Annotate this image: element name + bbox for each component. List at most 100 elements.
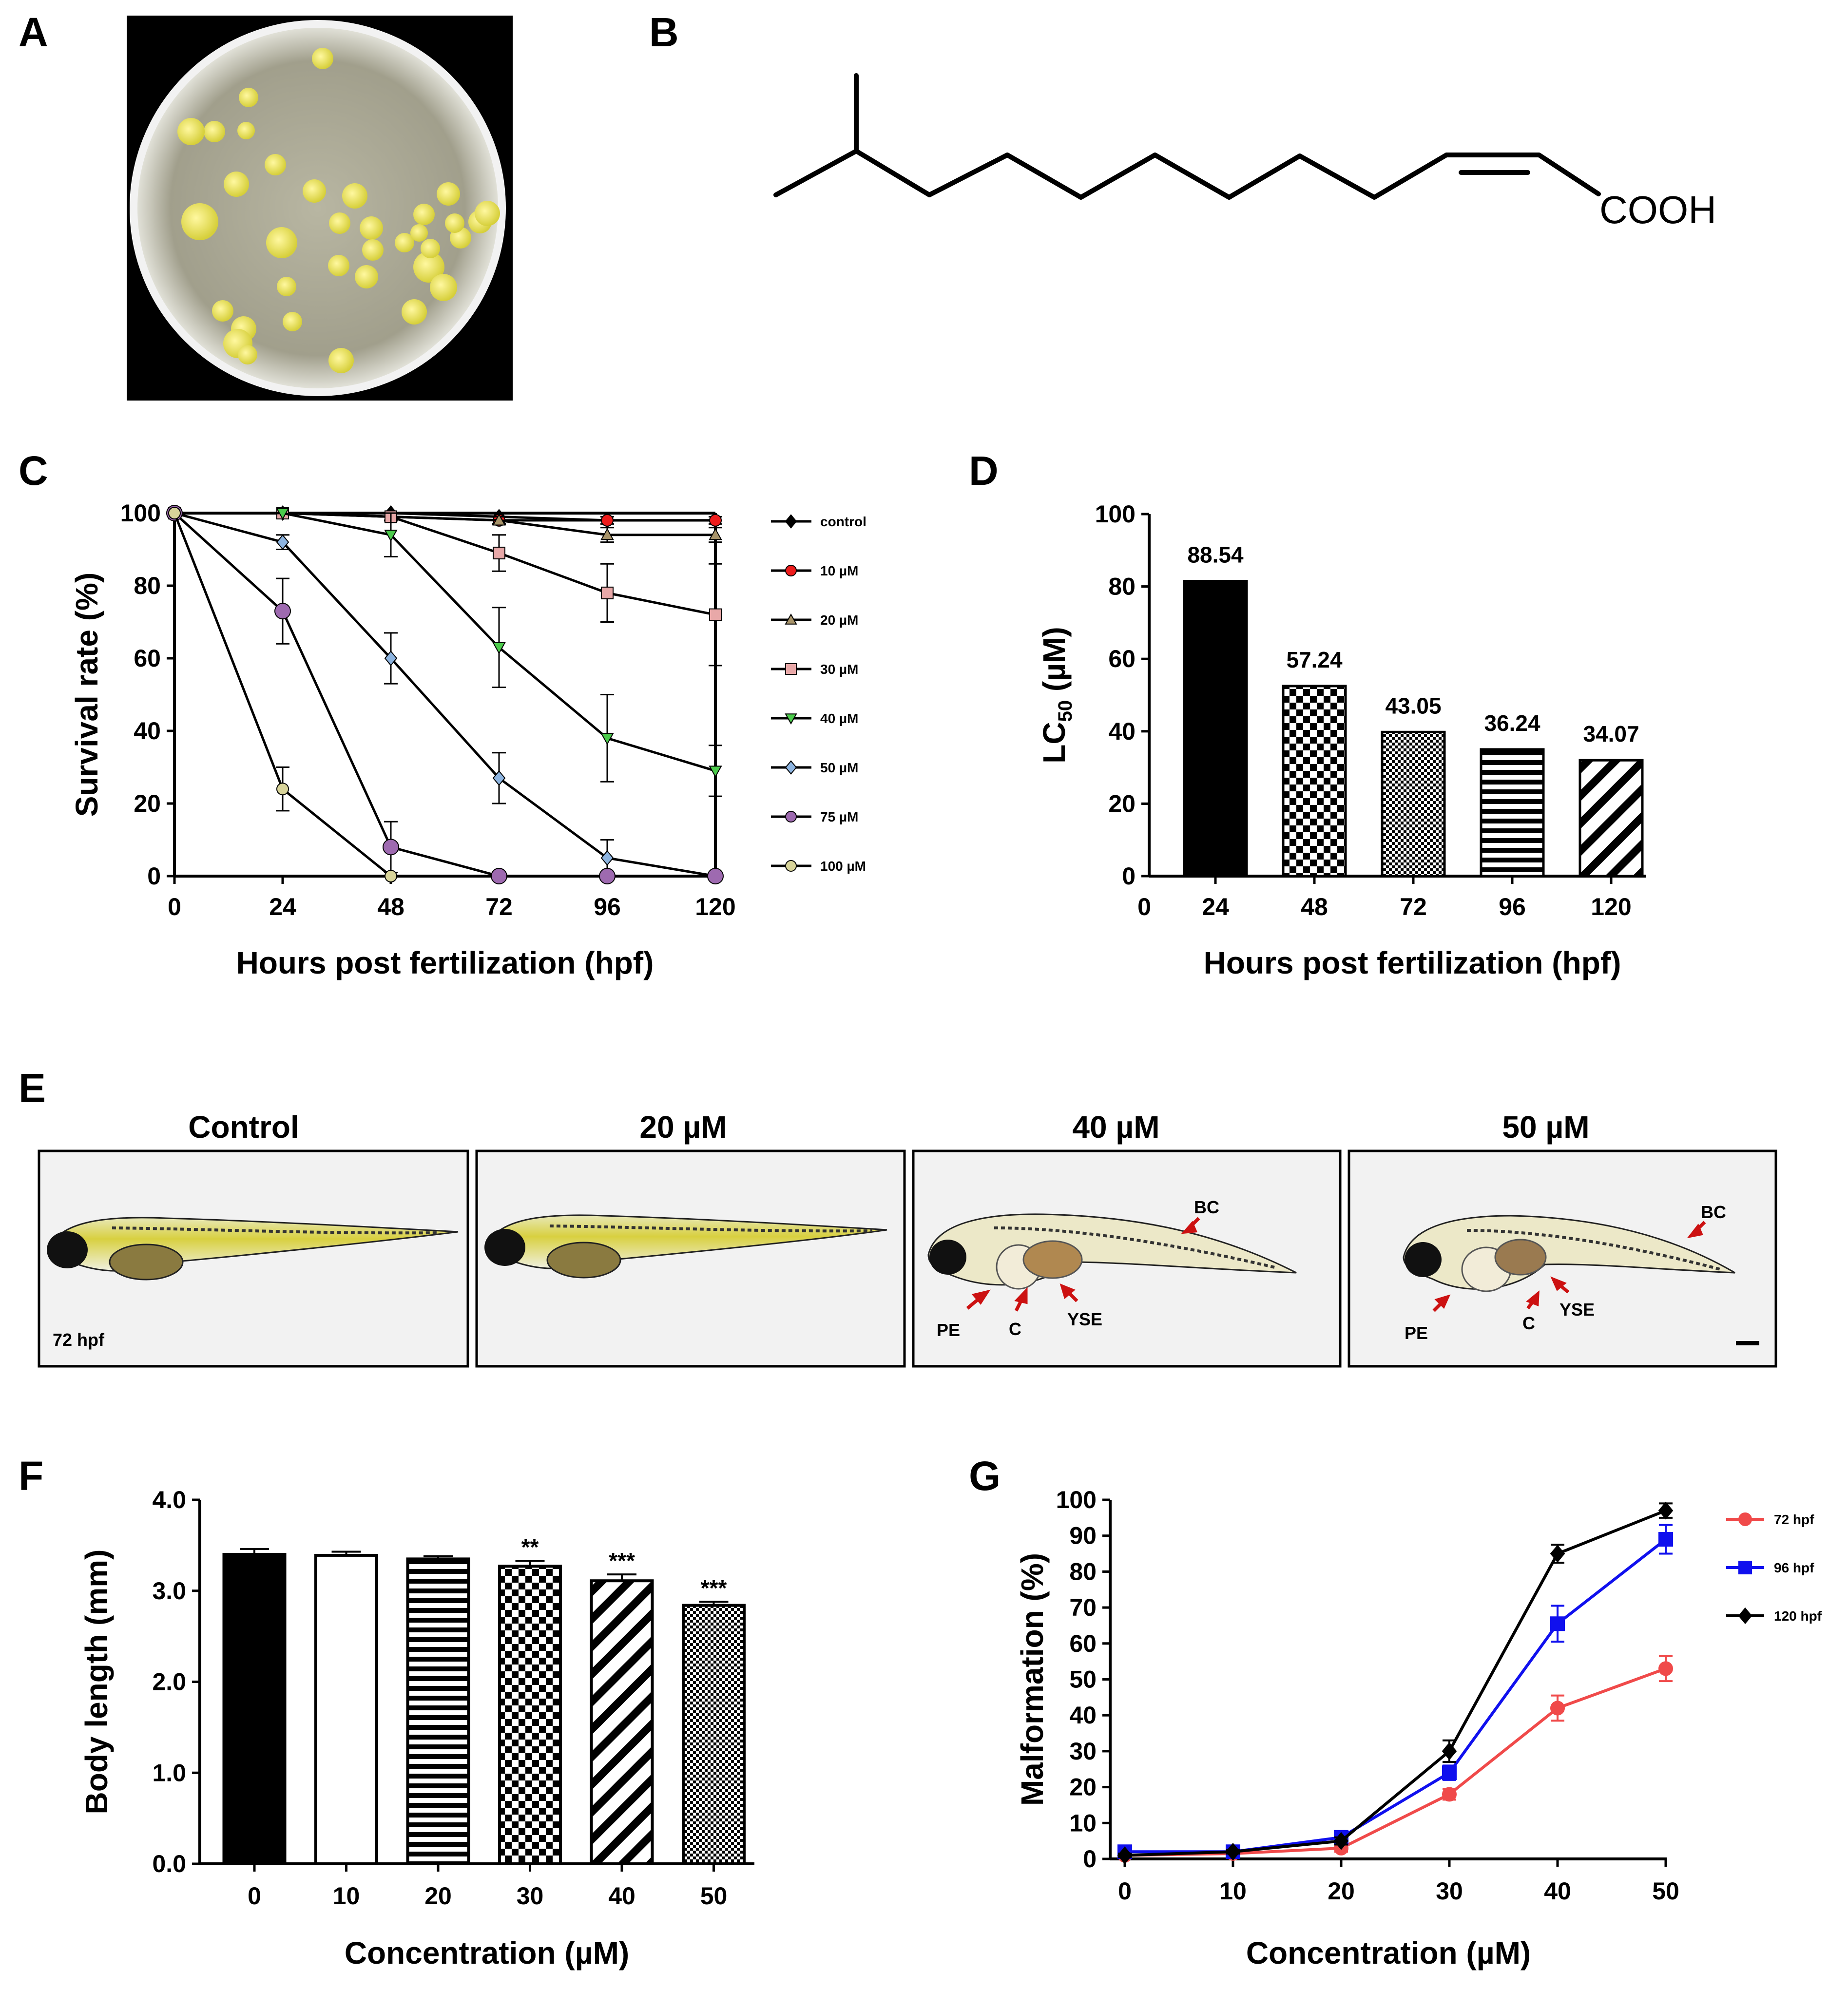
x-tick-label: 72 (485, 893, 513, 920)
colony (224, 172, 249, 197)
panel-b-letter: B (649, 9, 679, 55)
significance-label: *** (609, 1548, 635, 1573)
label-c-50: C (1522, 1313, 1535, 1333)
data-point (492, 770, 506, 786)
carbon-chain (773, 149, 1601, 200)
bar (590, 1579, 654, 1865)
colony (329, 212, 350, 234)
colony (238, 345, 257, 364)
x-tick-label: 10 (333, 1882, 360, 1910)
y-tick-label: 60 (1108, 645, 1136, 672)
lc50-chart: 0 20 40 60 80 100 0 88.54 24 57.24 48 43.05 72 36.24 9… (1037, 500, 1646, 980)
label-bc-40: BC (1194, 1197, 1219, 1217)
colony (265, 154, 286, 175)
x-tick-label: 120 (695, 893, 735, 920)
title-40um: 40 µM (1072, 1110, 1159, 1145)
series-line (174, 512, 715, 536)
y-tick-label: 0 (1083, 1845, 1097, 1873)
y-tick-label: 0.0 (152, 1850, 186, 1877)
y-tick-label: 0 (1122, 862, 1136, 890)
x-tick-label: 120 (1591, 893, 1631, 920)
data-point (600, 733, 614, 745)
legend-label: 72 hpf (1774, 1512, 1814, 1527)
bar (1183, 579, 1248, 878)
colony (410, 224, 428, 242)
data-point (601, 514, 614, 527)
x-tick-label: 10 (1219, 1877, 1247, 1905)
legend-label: 30 µM (820, 662, 858, 677)
series-line (174, 512, 716, 772)
y-tick-label: 20 (1069, 1774, 1097, 1801)
x-tick-label: 30 (517, 1882, 544, 1910)
bar-value-label: 57.24 (1286, 647, 1343, 672)
x-tick-label: 0 (1118, 1877, 1132, 1905)
legend-marker (1738, 1512, 1752, 1526)
data-point (168, 507, 181, 519)
colony (303, 179, 326, 203)
colony (360, 216, 383, 240)
x-axis-title: Concentration (µM) (345, 1935, 629, 1971)
colony (277, 277, 296, 296)
colony (421, 239, 440, 258)
label-yse-40: YSE (1067, 1309, 1102, 1329)
legend-marker (785, 663, 797, 675)
title-20um: 20 µM (639, 1110, 727, 1145)
y-tick-label: 100 (120, 499, 161, 527)
data-point (707, 868, 724, 884)
data-point (1442, 1787, 1457, 1802)
data-point (492, 642, 506, 654)
data-point (1550, 1616, 1565, 1631)
data-point (599, 868, 616, 884)
y-tick-label: 40 (1069, 1702, 1097, 1729)
label-yse-50: YSE (1559, 1300, 1595, 1320)
bar-value-label: 43.05 (1385, 693, 1441, 718)
data-point (1442, 1765, 1457, 1780)
legend-label: 75 µM (820, 809, 858, 824)
y-tick-label: 20 (1108, 790, 1136, 817)
data-point (600, 528, 614, 540)
legend-label: 100 µM (820, 859, 866, 874)
colony (413, 251, 444, 283)
y-tick-label: 2.0 (152, 1668, 186, 1696)
x-tick-label: 24 (1202, 893, 1229, 920)
legend-label: 20 µM (820, 612, 858, 628)
bar (222, 1553, 287, 1866)
x-axis-title: Hours post fertilization (hpf) (236, 945, 654, 980)
colony (413, 204, 435, 225)
colony (212, 300, 233, 322)
x-tick-label: 48 (1301, 893, 1328, 920)
y-axis-title: Body length (mm) (79, 1550, 114, 1815)
annotation-arrows (966, 1217, 1706, 1312)
data-point (1333, 1832, 1349, 1850)
data-point (384, 530, 398, 542)
title-50um: 50 µM (1502, 1110, 1589, 1145)
larva-50um (1403, 1215, 1735, 1292)
colony (475, 201, 500, 226)
x-axis-title: Concentration (µM) (1246, 1935, 1531, 1971)
bar (314, 1553, 378, 1865)
legend-marker (785, 514, 797, 529)
y-tick-label: 30 (1069, 1738, 1097, 1765)
colony (362, 239, 384, 261)
legend-label: 120 hpf (1774, 1608, 1822, 1624)
y-tick-label: 60 (134, 645, 161, 672)
legend-label: control (820, 514, 866, 529)
bar (1480, 748, 1545, 878)
legend-marker (785, 713, 797, 725)
bar (1578, 759, 1644, 878)
colony (395, 233, 414, 252)
series-line (173, 513, 392, 877)
data-point (384, 651, 398, 666)
data-point (383, 839, 399, 856)
y-title-main: LC (1037, 722, 1072, 763)
y-tick-label: 20 (134, 790, 161, 817)
x-tick-label: 50 (700, 1882, 728, 1910)
legend-marker (785, 860, 797, 872)
cooh-group: COOH (1599, 188, 1716, 231)
series-line (1124, 1509, 1667, 1857)
data-point (491, 868, 507, 884)
colony (177, 118, 205, 145)
panel-e-letter: E (19, 1065, 46, 1111)
legend-marker (1738, 1561, 1752, 1574)
data-point (1117, 1846, 1133, 1864)
